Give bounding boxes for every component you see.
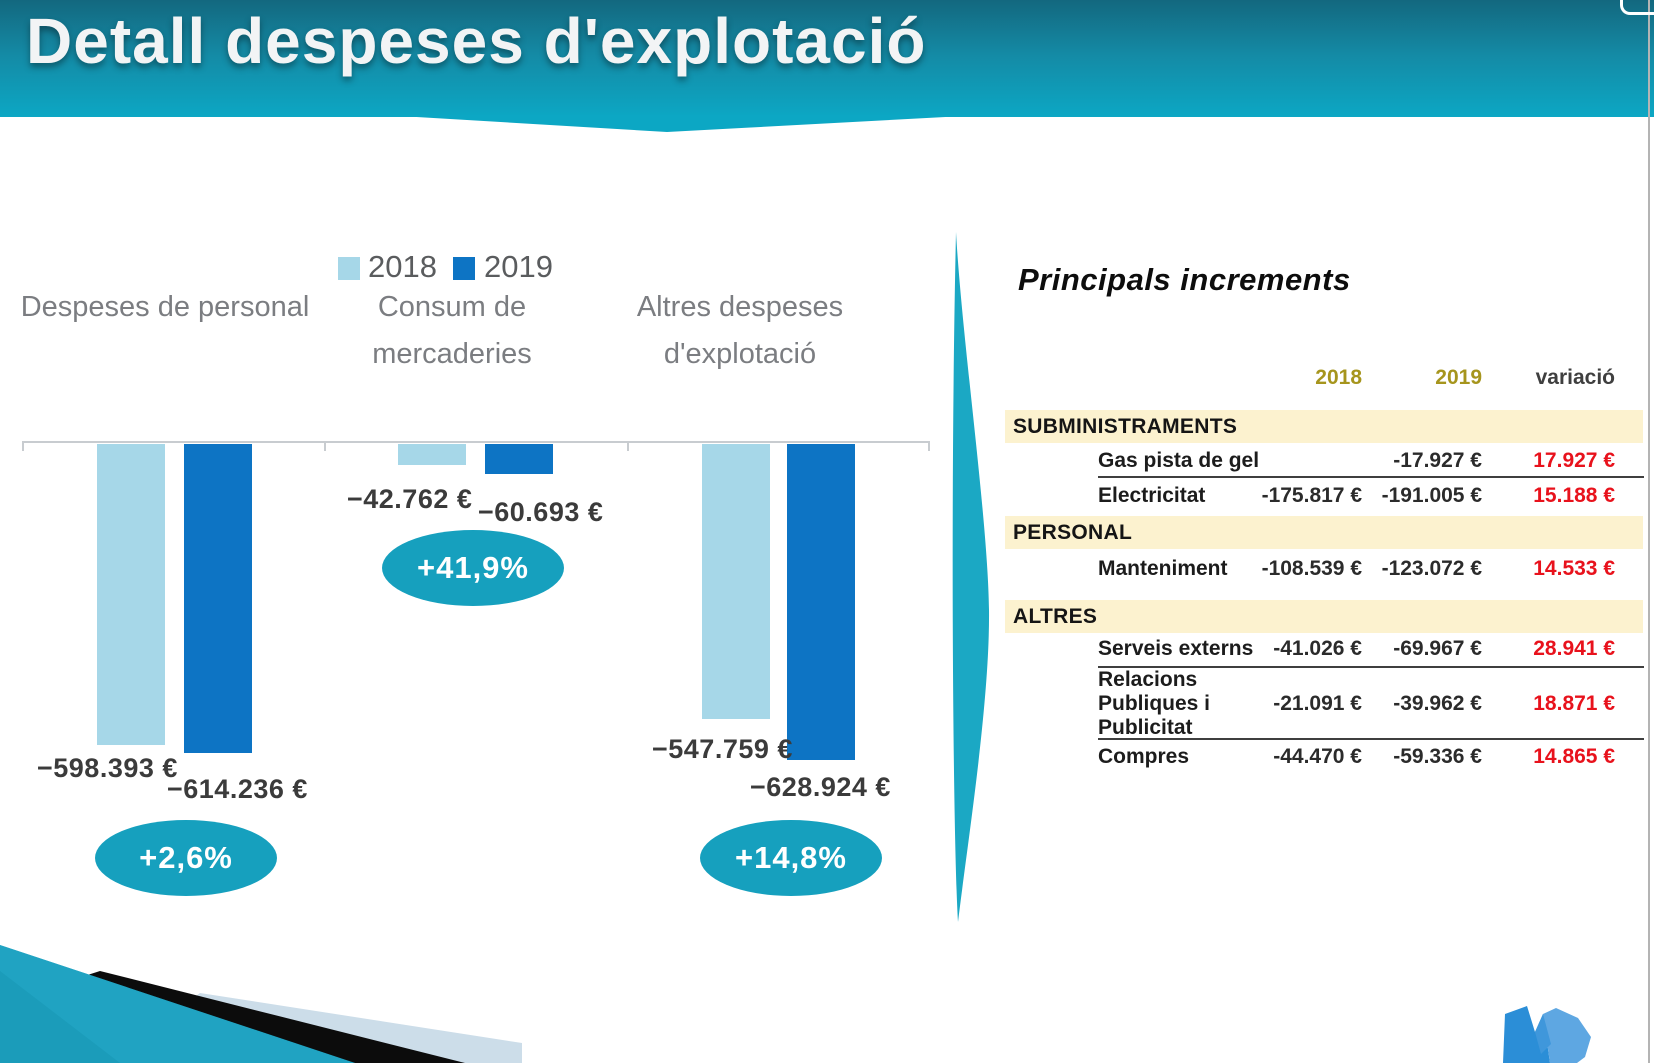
bar-2018 (702, 444, 770, 719)
cell-2019: -59.336 € (1393, 745, 1482, 768)
bar-value-label-2018: −547.759 € (652, 734, 793, 764)
legend-label-2019: 2019 (484, 249, 553, 284)
cell-2018: -21.091 € (1273, 692, 1362, 715)
legend-swatch-2019 (453, 257, 475, 280)
row-label: Electricitat (1098, 484, 1206, 507)
divider-arrow-decoration (952, 232, 990, 922)
change-badge: +14,8% (700, 820, 882, 896)
row-label: Gas pista de gel (1098, 449, 1260, 472)
chart-axis (22, 441, 930, 443)
category-label: Altres despeses d'explotació (636, 291, 844, 370)
cell-2018: -41.026 € (1273, 637, 1362, 660)
bar-2018 (97, 444, 165, 745)
cell-2018: -108.539 € (1261, 557, 1362, 580)
column-header-2018: 2018 (1315, 366, 1362, 389)
title-banner: Detall despeses d'explotació (0, 0, 1654, 117)
legend-swatch-2018 (338, 257, 360, 280)
bar-2019 (787, 444, 855, 760)
bar-value-label-2019: −60.693 € (478, 497, 604, 527)
change-badge: +41,9% (382, 530, 564, 606)
category-label: Consum de mercaderies (372, 291, 532, 370)
axis-tick (928, 441, 930, 451)
cell-variacio: 28.941 € (1533, 637, 1615, 660)
legend-label-2018: 2018 (368, 249, 437, 284)
section-band (1005, 410, 1643, 443)
bar-value-label-2019: −628.924 € (750, 772, 891, 802)
cell-variacio: 18.871 € (1533, 692, 1615, 715)
banner-chevron-decoration (383, 115, 983, 132)
section-header: PERSONAL (1013, 521, 1133, 544)
change-badge: +2,6% (95, 820, 277, 896)
bar-2018 (398, 444, 466, 465)
row-label: Serveis externs (1098, 637, 1254, 660)
section-band (1005, 516, 1643, 549)
row-separator (1098, 666, 1644, 668)
page-title: Detall despeses d'explotació (26, 5, 927, 77)
section-header: SUBMINISTRAMENTS (1013, 415, 1238, 438)
cell-variacio: 15.188 € (1533, 484, 1615, 507)
cell-2019: -17.927 € (1393, 449, 1482, 472)
panel-title: Principals increments (1018, 262, 1351, 297)
cell-2019: -69.967 € (1393, 637, 1482, 660)
bar-value-label-2019: −614.236 € (167, 774, 308, 804)
category-label: Despeses de personal (20, 291, 310, 323)
bar-value-label-2018: −598.393 € (37, 753, 178, 783)
row-label: Compres (1098, 745, 1190, 768)
row-separator (1098, 738, 1644, 740)
axis-tick (324, 441, 326, 451)
row-label-line: Publiques i (1098, 692, 1211, 715)
right-edge-line (1648, 0, 1650, 1063)
bar-value-label-2018: −42.762 € (347, 484, 473, 514)
column-header-2019: 2019 (1435, 366, 1482, 389)
company-logo (1503, 1006, 1591, 1063)
cell-variacio: 17.927 € (1533, 449, 1615, 472)
bottom-left-corner-decoration (0, 945, 522, 1063)
axis-tick (627, 441, 629, 451)
cell-2018: -44.470 € (1273, 745, 1362, 768)
cell-variacio: 14.533 € (1533, 557, 1615, 580)
section-header: ALTRES (1013, 605, 1098, 628)
bar-2019 (485, 444, 553, 474)
axis-tick (22, 441, 24, 451)
row-label-line: Relacions (1098, 668, 1198, 691)
column-header-variacio: variació (1535, 366, 1615, 389)
bar-2019 (184, 444, 252, 753)
row-label-line: Publicitat (1098, 716, 1193, 739)
cell-2019: -39.962 € (1393, 692, 1482, 715)
top-right-overlay-corner (1620, 0, 1654, 15)
cell-2019: -191.005 € (1381, 484, 1482, 507)
cell-2019: -123.072 € (1381, 557, 1482, 580)
row-label: Manteniment (1098, 557, 1228, 580)
cell-variacio: 14.865 € (1533, 745, 1615, 768)
cell-2018: -175.817 € (1261, 484, 1362, 507)
section-band (1005, 600, 1643, 633)
row-separator (1098, 476, 1644, 478)
